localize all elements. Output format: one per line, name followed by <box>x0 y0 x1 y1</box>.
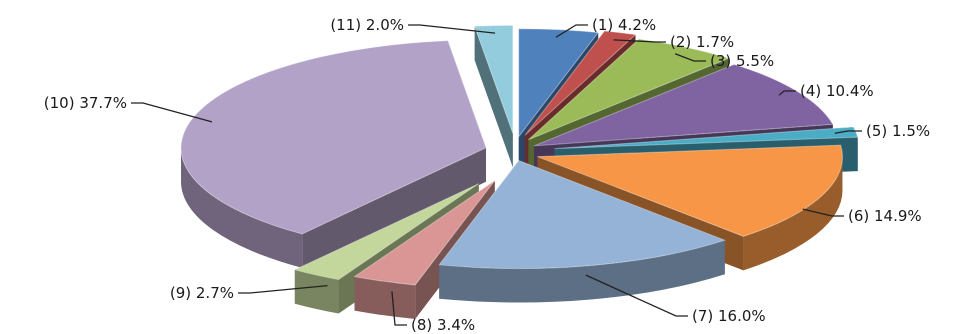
slice-label-10: (10) 37.7% <box>44 94 127 112</box>
leader-line-10 <box>131 102 213 123</box>
slice-label-3: (3) 5.5% <box>710 52 774 70</box>
pie-slices <box>180 24 859 319</box>
leader-line-11 <box>408 24 496 34</box>
pie-slice-10 <box>180 40 487 268</box>
leader-line-3 <box>674 53 706 62</box>
slice-label-7: (7) 16.0% <box>692 307 766 325</box>
slice-label-6: (6) 14.9% <box>848 207 922 225</box>
slice-label-11: (11) 2.0% <box>330 16 404 34</box>
pie-labels: (1) 4.2% (2) 1.7%(3) 5.5% (4) 10.4% (5) 1.5… <box>44 16 930 334</box>
leader-line-7 <box>585 274 688 317</box>
pie-slice-11 <box>473 24 514 168</box>
slice-label-1: (1) 4.2% <box>592 16 656 34</box>
slice-label-5: (5) 1.5% <box>866 122 930 140</box>
slice-label-8: (8) 3.4% <box>411 316 475 334</box>
slice-label-2: (2) 1.7% <box>670 33 734 51</box>
leader-line-4 <box>778 90 796 96</box>
pie-slice-7 <box>438 159 727 303</box>
slice-label-4: (4) 10.4% <box>800 82 874 100</box>
leader-line-1 <box>555 24 588 38</box>
leader-line-8 <box>391 291 407 326</box>
leader-line-6 <box>802 208 844 217</box>
leader-line-2 <box>613 39 666 43</box>
slice-label-9: (9) 2.7% <box>170 284 234 302</box>
leader-line-9 <box>238 284 328 294</box>
leader-line-5 <box>834 130 862 134</box>
